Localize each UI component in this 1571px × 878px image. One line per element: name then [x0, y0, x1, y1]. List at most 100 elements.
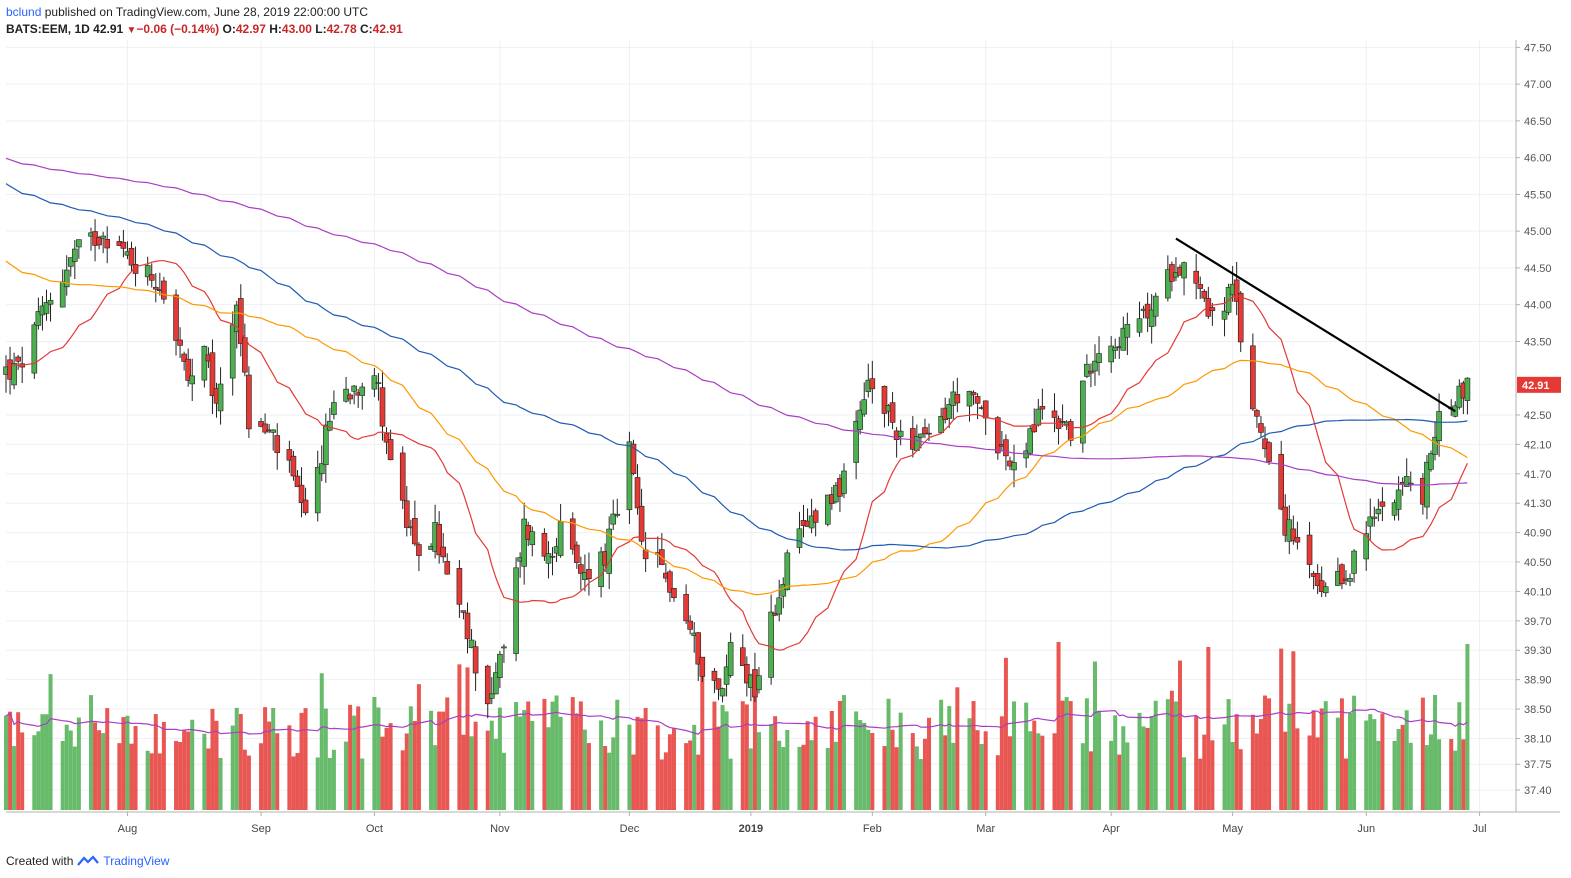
- volume-bar: [433, 745, 438, 810]
- candle: [1124, 312, 1131, 356]
- volume-bar: [445, 697, 450, 810]
- candle-body: [416, 544, 422, 556]
- candle-body: [201, 345, 208, 381]
- price-axis[interactable]: 47.50 47.00 46.50 46.00 45.50 45.00 44.50 44.00…: [1515, 40, 1561, 812]
- trendline-group[interactable]: [1175, 237, 1456, 413]
- candle: [946, 398, 953, 428]
- author-link[interactable]: bclund: [6, 5, 42, 19]
- candle: [1233, 261, 1240, 316]
- candle-body: [399, 452, 406, 501]
- volume-bar: [1097, 710, 1102, 810]
- candle-body: [630, 443, 637, 475]
- candle: [31, 321, 38, 379]
- candle-body: [472, 646, 479, 674]
- candle: [15, 354, 21, 370]
- candle-body: [298, 484, 305, 504]
- tradingview-brand[interactable]: TradingView: [103, 854, 170, 868]
- volume-bar: [643, 708, 648, 810]
- volume-bar: [558, 716, 563, 810]
- volume-bar: [473, 721, 478, 810]
- volume-bar: [692, 724, 697, 810]
- volume-bars: [4, 642, 1470, 810]
- volume-bar: [886, 698, 891, 810]
- volume-bar: [1117, 754, 1122, 810]
- volume-bar: [570, 697, 575, 810]
- candle-body: [626, 441, 633, 511]
- time-axis[interactable]: Aug Sep Oct Nov Dec 2019 Feb Mar Apr May Jun Jul: [6, 811, 1560, 835]
- price-tick-label: 45.50: [1524, 189, 1552, 201]
- volume-bar: [1092, 661, 1097, 810]
- volume-bar: [995, 755, 1000, 810]
- volume-bar: [797, 746, 802, 810]
- candle: [687, 615, 693, 635]
- time-tick-label: Apr: [1103, 823, 1120, 835]
- volume-bar: [206, 748, 211, 810]
- down-arrow-icon: ▼: [126, 25, 137, 36]
- candle-body: [1379, 501, 1386, 507]
- candle-body: [76, 239, 82, 248]
- volume-bar: [914, 746, 919, 810]
- candle: [671, 587, 677, 602]
- candle: [869, 360, 876, 404]
- candle: [314, 450, 321, 522]
- candle: [1436, 393, 1442, 457]
- volume-bar: [242, 749, 247, 810]
- candle-body: [549, 555, 556, 558]
- volume-bar: [372, 696, 377, 810]
- candle: [768, 594, 774, 685]
- volume-bar: [862, 722, 867, 810]
- volume-bar: [380, 736, 385, 810]
- volume-bar: [688, 740, 693, 810]
- candle: [569, 512, 576, 555]
- candle: [67, 257, 74, 277]
- candle: [776, 579, 783, 622]
- volume-bar: [805, 721, 810, 810]
- candle-body: [974, 396, 981, 404]
- volume-bar: [1238, 749, 1243, 810]
- volume-bar: [777, 740, 782, 810]
- candle-body: [1347, 578, 1353, 582]
- volume-bar: [1291, 651, 1296, 810]
- volume-bar: [586, 743, 591, 810]
- candle-body: [683, 594, 689, 622]
- candle: [387, 429, 394, 461]
- candle: [626, 431, 633, 524]
- volume-bar: [1396, 729, 1401, 810]
- volume-bar: [639, 718, 644, 810]
- candle: [796, 511, 803, 554]
- candle-body: [1306, 534, 1313, 565]
- price-tick-label: 42.50: [1524, 410, 1552, 422]
- time-tick-label: Nov: [490, 823, 510, 835]
- time-tick-label: Jun: [1357, 823, 1375, 835]
- candle: [1290, 515, 1297, 545]
- candle: [711, 668, 718, 694]
- volume-bar: [740, 701, 745, 810]
- ohlc-line: BATS:EEM, 1D 42.91 ▼−0.06 (−0.14%) O:42.…: [6, 21, 403, 39]
- candle-body: [638, 505, 645, 542]
- candle-body: [185, 358, 191, 381]
- volume-bar: [72, 746, 77, 810]
- candle-body: [351, 385, 357, 392]
- volume-bar: [671, 728, 676, 810]
- volume-bar: [1173, 701, 1178, 810]
- candle-body: [246, 374, 252, 430]
- volume-bar: [837, 700, 842, 810]
- candle: [440, 533, 447, 563]
- candle: [444, 553, 451, 575]
- volume-bar: [1283, 731, 1288, 810]
- candle-body: [359, 386, 366, 396]
- tradingview-logo-icon: [77, 855, 100, 866]
- candle: [331, 390, 337, 420]
- candle: [1193, 254, 1199, 300]
- candle: [780, 577, 787, 609]
- volume-bar: [1287, 703, 1292, 810]
- candle: [574, 541, 580, 569]
- candle: [739, 634, 746, 666]
- volume-bar: [97, 730, 102, 810]
- candle: [1108, 336, 1114, 373]
- volume-bar: [724, 711, 729, 810]
- trendline: [1175, 237, 1456, 413]
- candle-body: [1464, 377, 1471, 401]
- candle: [1051, 393, 1058, 433]
